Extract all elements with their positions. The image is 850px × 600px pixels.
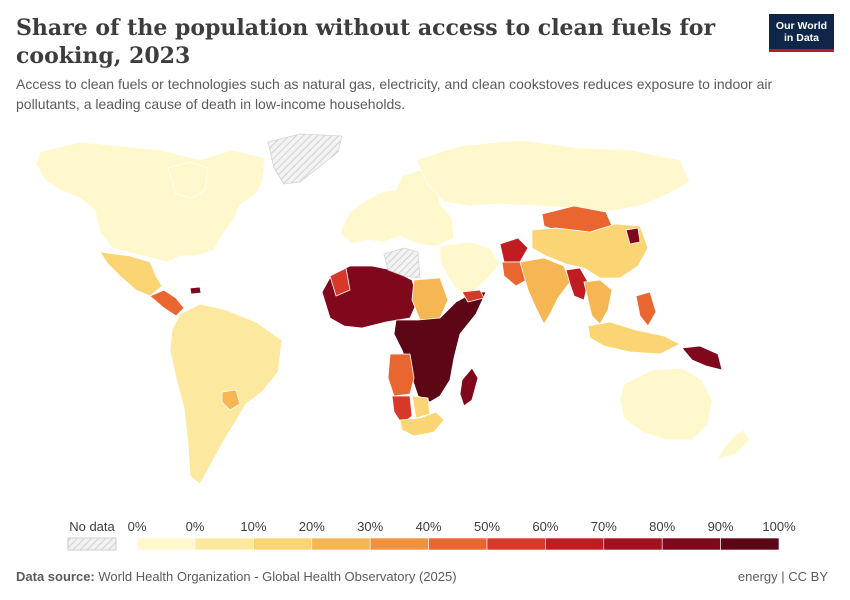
license-text[interactable]: energy | CC BY <box>737 569 828 584</box>
region-mauritania[interactable] <box>329 267 351 297</box>
legend-bin <box>545 537 605 551</box>
region-china[interactable] <box>531 223 649 279</box>
legend-bin <box>369 537 429 551</box>
region-southeast-asia[interactable] <box>583 279 613 325</box>
legend-bin <box>194 537 254 551</box>
legend-tick-label: 80% <box>649 519 675 534</box>
legend-tick-label: 100% <box>762 519 796 534</box>
legend-tick-label: 0% <box>128 519 147 534</box>
region-libya[interactable] <box>383 247 421 279</box>
region-india[interactable] <box>519 257 571 325</box>
legend-bin <box>603 537 663 551</box>
legend-bin <box>136 537 196 551</box>
legend-tick-label: 10% <box>240 519 266 534</box>
legend-tick-label: 90% <box>708 519 734 534</box>
legend-tick-label: 30% <box>357 519 383 534</box>
chart-title: Share of the population without access t… <box>16 15 716 69</box>
legend-bin <box>428 537 488 551</box>
region-russia[interactable] <box>415 139 691 213</box>
region-south-africa[interactable] <box>399 411 445 437</box>
region-indonesia[interactable] <box>587 321 681 355</box>
legend-bin <box>720 537 780 551</box>
data-source: Data source: World Health Organization -… <box>16 569 457 584</box>
logo-line-2: in Data <box>783 32 819 44</box>
region-middle-east[interactable] <box>439 241 501 295</box>
region-new-zealand[interactable] <box>715 429 751 461</box>
region-angola[interactable] <box>387 353 415 397</box>
owid-logo[interactable]: Our World in Data <box>769 14 834 52</box>
legend-bin <box>486 537 546 551</box>
source-label: Data source: <box>16 569 95 584</box>
legend-no-data-swatch <box>67 537 117 551</box>
region-mexico[interactable] <box>99 251 163 297</box>
region-north-korea[interactable] <box>625 227 641 245</box>
source-text[interactable]: World Health Organization - Global Healt… <box>98 569 457 584</box>
legend-bin <box>253 537 313 551</box>
region-greenland[interactable] <box>267 133 343 185</box>
region-philippines[interactable] <box>635 291 657 327</box>
region-afghanistan[interactable] <box>499 237 529 263</box>
logo-accent-bar <box>769 49 834 52</box>
legend-tick-label: 20% <box>299 519 325 534</box>
region-paraguay[interactable] <box>221 389 241 411</box>
legend-bin <box>661 537 721 551</box>
region-botswana[interactable] <box>411 395 431 419</box>
chart-subtitle: Access to clean fuels or technologies su… <box>16 76 773 112</box>
legend-tick-label: 40% <box>416 519 442 534</box>
region-myanmar[interactable] <box>565 267 589 301</box>
region-australia[interactable] <box>619 367 713 441</box>
region-sudan[interactable] <box>411 277 449 321</box>
region-europe[interactable] <box>339 169 455 247</box>
region-yemen[interactable] <box>461 289 485 303</box>
legend-tick-label: 50% <box>474 519 500 534</box>
logo-line-1: Our World <box>775 20 828 32</box>
region-papua-new-guinea[interactable] <box>681 345 723 371</box>
legend: No data 0% 0% 10% 20% 30% 40% 50% 60% 70% 80% 90% 10… <box>67 519 796 551</box>
legend-tick-label: 0% <box>186 519 205 534</box>
region-madagascar[interactable] <box>459 367 479 407</box>
legend-no-data-label: No data <box>69 519 115 534</box>
region-north-america[interactable] <box>35 141 266 263</box>
region-haiti[interactable] <box>189 286 202 295</box>
legend-tick-label: 60% <box>532 519 558 534</box>
legend-bin <box>311 537 371 551</box>
legend-tick-label: 70% <box>591 519 617 534</box>
region-central-america[interactable] <box>149 289 185 317</box>
